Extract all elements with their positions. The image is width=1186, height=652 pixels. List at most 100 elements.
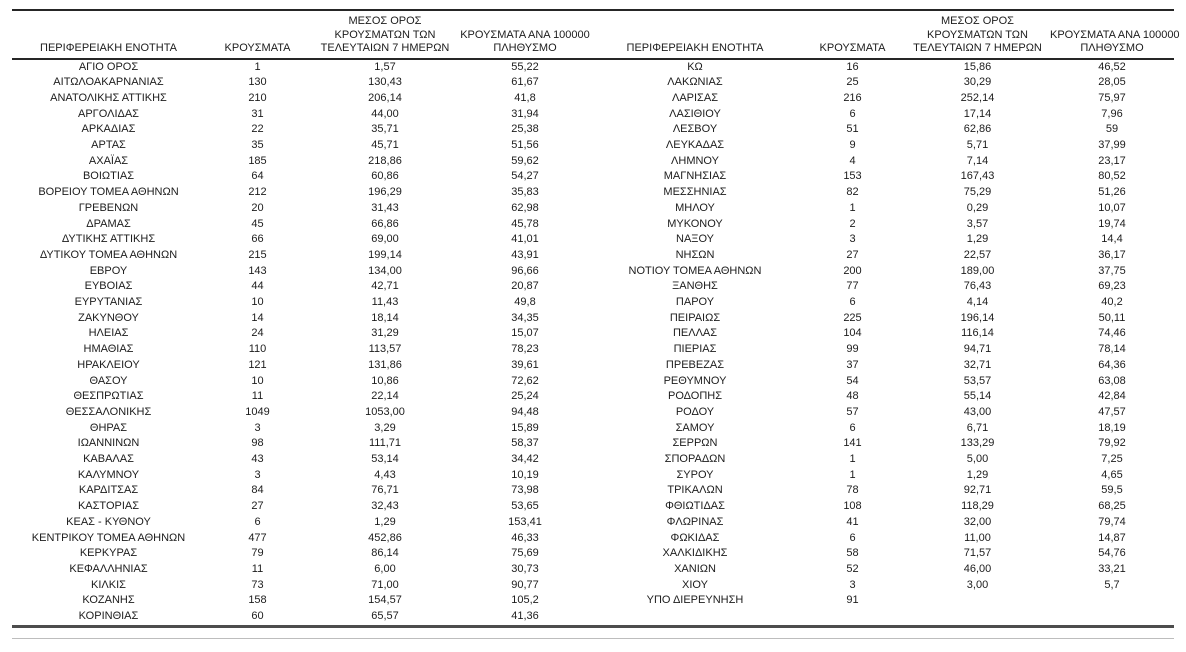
right-cases-cell: 225 — [843, 311, 862, 324]
left-region-cell: ΘΑΣΟΥ — [89, 374, 128, 387]
right-region-cell: ΜΥΚΟΝΟΥ — [667, 217, 723, 230]
right-cases-cell: 82 — [846, 186, 859, 199]
table-row: ΘΕΣΠΡΩΤΙΑΣ 11 22,14 25,24 ΡΟΔΟΠΗΣ 48 55,14 42,8… — [12, 389, 1174, 405]
right-region-cell: ΛΕΣΒΟΥ — [672, 123, 718, 136]
right-cases-cell: 78 — [846, 484, 859, 497]
table-row: ΚΕΝΤΡΙΚΟΥ ΤΟΜΕΑ ΑΘΗΝΩΝ 477 452,86 46,33 ΦΩΚΙ… — [12, 531, 1174, 547]
table-row: ΑΓΙΟ ΟΡΟΣ 1 1,57 55,22 ΚΩ 16 15,86 46,52 — [12, 59, 1174, 76]
right-avg7-cell: 189,00 — [960, 264, 995, 277]
right-cases-cell: 1 — [849, 201, 856, 214]
right-avg7-cell: 43,00 — [963, 405, 992, 418]
right-avg7-cell — [905, 593, 1050, 609]
right-region-cell: ΦΘΙΩΤΙΔΑΣ — [665, 500, 725, 513]
right-region-cell: ΛΗΜΝΟΥ — [671, 154, 719, 167]
right-per100k-cell: 19,74 — [1098, 217, 1126, 230]
right-region-cell: ΣΥΡΟΥ — [676, 468, 714, 481]
right-region-cell: ΣΠΟΡΑΔΩΝ — [664, 453, 726, 466]
table-row: ΑΡΚΑΔΙΑΣ 22 35,71 25,38 ΛΕΣΒΟΥ 51 62,86 59 — [12, 122, 1174, 138]
right-per100k-cell: 69,23 — [1098, 280, 1126, 293]
right-cases-cell: 216 — [843, 91, 862, 104]
left-per100k-cell: 96,66 — [511, 264, 539, 277]
right-per100k-cell: 42,84 — [1098, 390, 1126, 403]
right-avg7-cell: 94,71 — [963, 343, 992, 356]
right-cases-cell: 6 — [849, 531, 856, 544]
right-avg7-cell: 167,43 — [960, 170, 995, 183]
table-row: ΗΛΕΙΑΣ 24 31,29 15,07 ΠΕΛΛΑΣ 104 116,14 74,46 — [12, 326, 1174, 342]
left-region-cell: ΑΡΚΑΔΙΑΣ — [81, 123, 136, 136]
table-row: ΔΡΑΜΑΣ 45 66,86 45,78 ΜΥΚΟΝΟΥ 2 3,57 19,74 — [12, 217, 1174, 233]
left-cases-header: ΚΡΟΥΣΜΑΤΑ — [205, 10, 310, 60]
left-avg7-cell: 10,86 — [371, 374, 399, 387]
left-region-cell: ΕΒΡΟΥ — [89, 264, 128, 277]
left-region-cell: ΑΙΤΩΛΟΑΚΑΡΝΑΝΙΑΣ — [53, 76, 164, 89]
right-per100k-cell: 37,75 — [1098, 264, 1126, 277]
right-per100k-cell: 18,19 — [1098, 421, 1126, 434]
left-avg7-cell: 60,86 — [371, 170, 399, 183]
right-cases-cell: 4 — [849, 154, 856, 167]
left-per100k-cell: 41,8 — [514, 91, 536, 104]
left-avg7-cell: 11,43 — [371, 296, 399, 309]
left-avg7-cell: 31,29 — [371, 327, 399, 340]
right-region-cell: ΛΑΣΙΘΙΟΥ — [669, 107, 721, 120]
right-region-cell: ΛΕΥΚΑΔΑΣ — [665, 139, 725, 152]
right-cases-cell: 48 — [846, 390, 859, 403]
left-cases-cell: 79 — [251, 547, 264, 560]
table-row: ΚΑΣΤΟΡΙΑΣ 27 32,43 53,65 ΦΘΙΩΤΙΔΑΣ 108 118,29 6… — [12, 499, 1174, 515]
table-row: ΕΒΡΟΥ 143 134,00 96,66 ΝΟΤΙΟΥ ΤΟΜΕΑ ΑΘΗΝΩΝ 20… — [12, 264, 1174, 280]
left-cases-cell: 10 — [251, 374, 264, 387]
right-per100k-cell — [1050, 609, 1174, 626]
right-per100k-cell: 7,96 — [1101, 107, 1123, 120]
left-avg7-cell: 66,86 — [371, 217, 399, 230]
left-avg7-cell: 196,29 — [368, 186, 402, 199]
left-cases-cell: 43 — [251, 453, 264, 466]
right-cases-cell: 9 — [849, 139, 856, 152]
left-cases-cell: 158 — [248, 594, 267, 607]
left-region-cell: ΑΡΓΟΛΙΔΑΣ — [78, 107, 139, 120]
right-cases-cell: 6 — [849, 421, 856, 434]
right-per100k-cell: 75,97 — [1098, 91, 1126, 104]
left-region-cell: ΘΕΣΠΡΩΤΙΑΣ — [73, 390, 144, 403]
right-avg7-cell: 11,00 — [964, 531, 991, 544]
right-cases-cell: 41 — [846, 515, 859, 528]
left-avg7-cell: 22,14 — [371, 390, 399, 403]
table-row: ΓΡΕΒΕΝΩΝ 20 31,43 62,98 ΜΗΛΟΥ 1 0,29 10,07 — [12, 201, 1174, 217]
left-cases-cell: 130 — [248, 76, 267, 89]
left-avg7-cell: 44,00 — [371, 107, 399, 120]
left-region-cell: ΚΕΑΣ - ΚΥΘΝΟΥ — [66, 515, 151, 528]
table-row: ΑΙΤΩΛΟΑΚΑΡΝΑΝΙΑΣ 130 130,43 61,67 ΛΑΚΩΝΙΑΣ 25… — [12, 75, 1174, 91]
left-per100k-cell: 94,48 — [511, 405, 539, 418]
left-cases-cell: 44 — [251, 280, 264, 293]
left-region-cell: ΚΑΡΔΙΤΣΑΣ — [78, 484, 139, 497]
right-per100k-cell: 14,4 — [1101, 233, 1123, 246]
left-cases-cell: 35 — [251, 139, 264, 152]
left-region-cell: ΚΑΛΥΜΝΟΥ — [77, 468, 140, 481]
right-avg7-cell: 71,57 — [963, 547, 992, 560]
right-cases-cell — [800, 609, 905, 626]
left-avg7-cell: 3,29 — [374, 421, 396, 434]
left-cases-cell: 110 — [248, 343, 267, 356]
right-region-cell: ΛΑΚΩΝΙΑΣ — [667, 76, 723, 89]
right-avg7-cell: 22,57 — [963, 248, 992, 261]
left-region-cell: ΑΧΑΪΑΣ — [88, 154, 129, 167]
right-avg7-cell: 5,00 — [966, 453, 989, 466]
left-cases-cell: 185 — [248, 154, 267, 167]
left-region-cell: ΔΥΤΙΚΗΣ ΑΤΤΙΚΗΣ — [61, 233, 156, 246]
left-per100k-cell: 25,24 — [511, 390, 539, 403]
left-avg7-cell: 86,14 — [371, 547, 399, 560]
left-per100k-cell: 75,69 — [511, 547, 539, 560]
right-per100k-cell — [1050, 593, 1174, 609]
table-row: ΚΟΡΙΝΘΙΑΣ 60 65,57 41,36 — [12, 609, 1174, 626]
right-cases-cell: 6 — [849, 296, 856, 309]
left-avg7-cell: 71,00 — [371, 578, 399, 591]
left-cases-cell: 22 — [251, 123, 264, 136]
right-per100k-cell: 59 — [1105, 123, 1119, 136]
left-per100k-cell: 61,67 — [511, 76, 539, 89]
left-avg7-cell: 53,14 — [371, 453, 399, 466]
right-avg7-cell: 133,29 — [960, 437, 995, 450]
left-region-cell: ΗΜΑΘΙΑΣ — [83, 343, 134, 356]
right-avg7-cell: 55,14 — [963, 390, 992, 403]
table-row: ΚΕΑΣ - ΚΥΘΝΟΥ 6 1,29 153,41 ΦΛΩΡΙΝΑΣ 41 32,00 7… — [12, 515, 1174, 531]
right-avg7-cell: 62,86 — [963, 123, 992, 136]
table-row: ΘΕΣΣΑΛΟΝΙΚΗΣ 1049 1053,00 94,48 ΡΟΔΟΥ 57 43,00… — [12, 405, 1174, 421]
